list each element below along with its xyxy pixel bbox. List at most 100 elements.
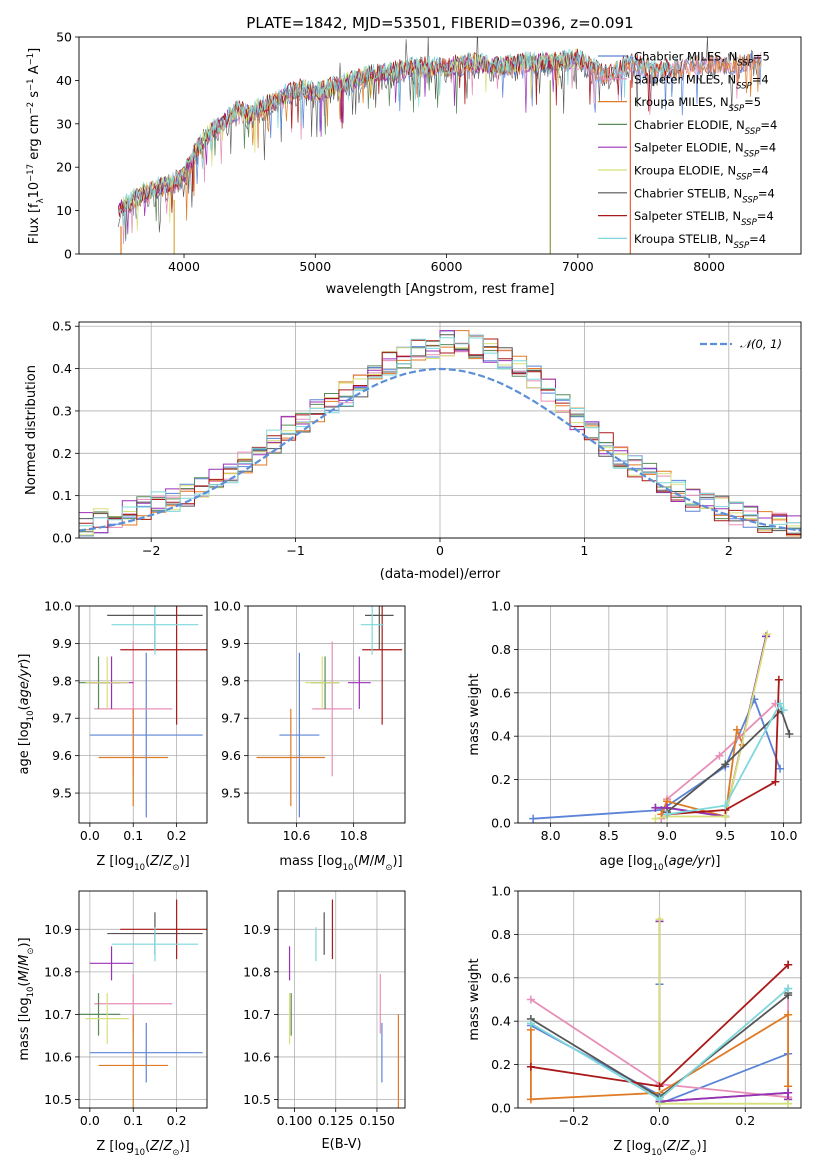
plus-marker: [784, 984, 793, 993]
legend-label: Chabrier STELIB, NSSP=4: [634, 186, 775, 205]
x-axis-label-part: )]: [180, 854, 190, 869]
y-axis-label-part: s: [27, 91, 42, 102]
y-axis-label-part: A: [27, 65, 42, 78]
plus-marker: [732, 725, 741, 734]
y-tick-label: 9.7: [221, 711, 241, 726]
plot-area: [79, 330, 801, 537]
y-axis-label-part: (: [17, 705, 32, 710]
y-tick-label: 0: [64, 247, 72, 262]
legend-label: Chabrier MILES, NSSP=5: [634, 50, 770, 69]
legend-label-part: SSP: [741, 218, 757, 228]
y-axis-label-part: −1: [26, 53, 36, 66]
x-axis-label-part: /: [370, 854, 375, 869]
x-axis-label-part: mass [log: [279, 854, 342, 869]
x-tick-label: 4000: [168, 259, 200, 274]
x-tick-label: −1: [286, 543, 304, 558]
y-axis-label-part: 10: [26, 987, 36, 998]
y-tick-label: 0.4: [491, 1014, 511, 1029]
y-tick-label: 9.5: [52, 786, 72, 801]
y-tick-label: 0.0: [52, 531, 72, 546]
legend-label: Kroupa MILES, NSSP=5: [634, 95, 761, 114]
x-axis-label-part: Z [log: [96, 854, 134, 869]
plus-marker: [784, 1099, 793, 1108]
axes-frame: [78, 605, 208, 824]
plus-marker: [721, 801, 730, 810]
x-tick-label: 10.8: [340, 828, 368, 843]
x-axis-label-part: Z [log: [96, 1139, 134, 1154]
axes-frame: [78, 890, 208, 1109]
y-tick-label: 0.2: [52, 446, 72, 461]
legend-label-part: SSP: [734, 241, 750, 251]
x-tick-label: 0.2: [167, 828, 187, 843]
x-axis-label-part: 10: [343, 863, 354, 873]
legend-label-part: SSP: [742, 195, 758, 205]
weight-line: [655, 633, 769, 820]
plus-marker: [771, 777, 780, 786]
x-axis-label-part: /: [159, 1139, 164, 1154]
x-tick-label: 10.6: [283, 828, 311, 843]
x-axis-label-part: (: [145, 854, 150, 869]
axes-frame: [78, 36, 802, 255]
y-axis-label-part: M: [17, 970, 32, 981]
y-axis-label: age [log10(age/yr)]: [17, 654, 36, 775]
histogram-steps: [79, 335, 801, 536]
y-tick-label: 10.9: [243, 922, 271, 937]
plot-area: [79, 606, 207, 818]
y-tick-label: 10.6: [243, 1049, 271, 1064]
y-tick-label: 50: [56, 30, 72, 45]
x-tick-label: −2: [142, 543, 160, 558]
y-axis-label-part: 10: [26, 710, 36, 721]
y-tick-label: 20: [56, 160, 72, 175]
y-axis-label-part: age/yr: [17, 662, 32, 705]
gaussian-curve: [79, 367, 801, 532]
x-axis-label: (data-model)/error: [380, 567, 501, 582]
weight-line: [660, 729, 744, 818]
legend-label-part: SSP: [744, 150, 760, 160]
x-tick-label: 0.1: [123, 828, 143, 843]
legend-label-part: =4: [759, 141, 776, 155]
x-axis-label-part: age [log: [600, 854, 653, 869]
weight-line: [666, 708, 791, 813]
x-axis-label-part: ⊙: [385, 863, 392, 873]
y-axis-label-part: (: [17, 982, 32, 987]
x-tick-label: 0.2: [735, 1113, 755, 1128]
legend-label-part: =4: [760, 118, 777, 132]
y-tick-label: 0.2: [491, 1057, 511, 1072]
x-axis-label-part: Z: [149, 1139, 160, 1154]
y-axis-label-part: λ: [36, 198, 46, 203]
y-axis-label-part: −17: [26, 164, 36, 182]
y-tick-label: 9.8: [52, 673, 72, 688]
plot-area: [79, 899, 207, 1108]
x-axis-label-part: /: [676, 1139, 681, 1154]
y-tick-label: 0.0: [491, 816, 511, 831]
weight-line: [666, 701, 785, 816]
plus-marker: [529, 814, 538, 823]
plus-marker: [651, 814, 660, 823]
y-tick-label: 0.4: [491, 729, 511, 744]
y-tick-label: 0.8: [491, 642, 511, 657]
y-axis-label: mass weight: [467, 673, 482, 755]
x-tick-label: 5000: [299, 259, 331, 274]
legend-label: 𝒩(0, 1): [740, 337, 782, 351]
legend-label: Chabrier ELODIE, NSSP=4: [634, 118, 777, 137]
x-axis-label-part: (: [145, 1139, 150, 1154]
plus-marker: [774, 675, 783, 684]
x-axis-label-part: 10: [653, 863, 664, 873]
mass-vs-Z-panel: 0.0 0.1 0.210.510.610.710.810.9Z [log10(Z/…: [17, 890, 208, 1158]
x-axis-label-part: Z [log: [613, 1139, 651, 1154]
spectrum-panel: 4000 5000 6000 7000 8000 0 10 20 30 40 50 wavelengt…: [26, 30, 802, 297]
x-tick-label: 0.150: [359, 1113, 395, 1128]
x-axis-label-part: M: [359, 854, 370, 869]
y-axis-label-part: mass [log: [17, 997, 32, 1060]
legend-label-part: =4: [752, 72, 769, 86]
weight-line: [655, 636, 767, 818]
x-tick-label: 0.0: [80, 1113, 100, 1128]
x-axis-label: Z [log10(Z/Z⊙)]: [613, 1139, 706, 1158]
axes-frame: [78, 321, 802, 539]
x-axis-label-part: ⊙: [172, 863, 179, 873]
plus-marker: [779, 706, 788, 715]
plus-marker: [651, 803, 660, 812]
legend-label-part: SSP: [736, 173, 752, 183]
